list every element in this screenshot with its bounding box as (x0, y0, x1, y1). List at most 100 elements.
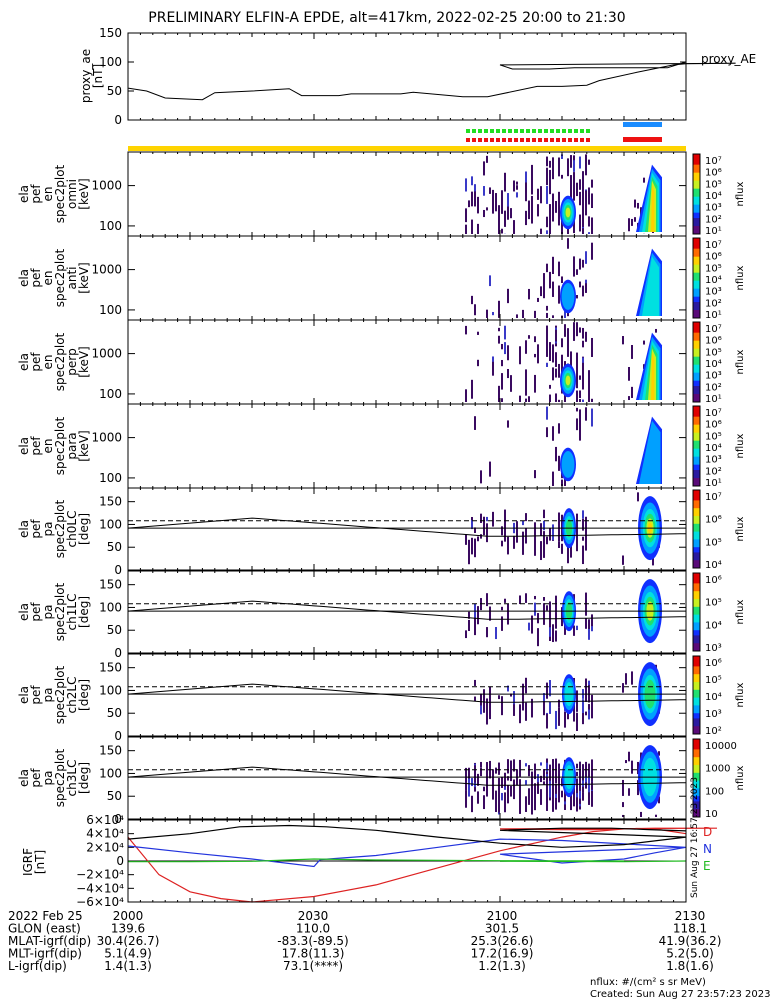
flux-pixel (498, 695, 500, 700)
colorbar-cell (693, 697, 700, 701)
colorbar-cell (693, 552, 700, 556)
pa-ytick-label: 50 (107, 789, 122, 803)
flux-pixel (622, 555, 624, 565)
flux-pixel (531, 209, 533, 224)
flux-pixel (558, 261, 560, 277)
footer-cell: 2000 (113, 909, 144, 923)
spec-ylabel-line-5: [keV] (77, 178, 91, 209)
flux-pixel (573, 172, 575, 190)
flux-pixel (531, 698, 533, 718)
flux-pixel (534, 353, 536, 358)
flux-pixel (573, 625, 575, 636)
spec-ylabel-line-2: en (41, 187, 55, 202)
flux-pixel (513, 220, 515, 234)
flux-pixel (477, 773, 479, 786)
spec-cbar-tick: 10⁷ (705, 324, 722, 335)
flux-pixel (567, 328, 569, 346)
spectrogram-frame (127, 235, 687, 321)
flux-pixel (513, 698, 515, 716)
spec-cbar-tick: 10⁴ (705, 275, 722, 286)
spec-ytick-label: 100 (99, 219, 122, 233)
flux-pixel (534, 310, 536, 318)
colorbar-cell (693, 228, 700, 232)
flux-pixel (643, 340, 645, 345)
flux-pixel (588, 680, 590, 686)
flux-pixel (585, 199, 587, 216)
flux-pixel (534, 763, 536, 780)
colorbar-cell (693, 338, 700, 342)
flux-pixel (552, 786, 554, 799)
colorbar-cell (693, 207, 700, 211)
flux-pixel (564, 795, 566, 799)
flux-pixel (507, 345, 509, 361)
flux-pixel (582, 786, 584, 793)
flux-pixel (579, 192, 581, 203)
colorbar-cell (693, 451, 700, 455)
science-zone-indicators (128, 122, 686, 151)
flux-pixel (582, 285, 584, 297)
colorbar-cell (693, 170, 700, 174)
flux-pixel (570, 158, 572, 162)
colorbar-cell (693, 721, 700, 725)
flux-pixel (504, 178, 506, 182)
footer-cell: 41.9(36.2) (659, 934, 722, 948)
flux-pixel (576, 793, 578, 798)
flux-pixel (637, 202, 639, 209)
colorbar-cell (693, 544, 700, 548)
flux-pixel (558, 192, 560, 207)
flux-pixel (622, 802, 624, 808)
flux-pixel (537, 774, 539, 790)
flux-pixel (480, 470, 482, 484)
colorbar-cell (693, 396, 700, 400)
flux-pixel (561, 621, 563, 627)
footer-cell: MLAT-igrf(dip) (8, 934, 91, 948)
flux-pixel (483, 689, 485, 706)
flux-pixel (585, 331, 587, 342)
green-dot (544, 129, 548, 133)
flux-pixel (516, 181, 518, 185)
flux-pixel (504, 342, 506, 355)
footer-cell: 1.2(1.3) (478, 959, 526, 973)
flux-pixel (546, 312, 548, 318)
flux-pixel (555, 612, 557, 629)
flux-pixel (549, 770, 551, 782)
flux-pixel (549, 384, 551, 389)
flux-pixel (588, 379, 590, 397)
flux-pixel (588, 789, 590, 805)
flux-pixel (510, 772, 512, 782)
colorbar-cell (693, 464, 700, 468)
flux-pixel (576, 693, 578, 712)
flux-pixel (540, 762, 542, 766)
flux-pixel (480, 761, 482, 768)
spec-ylabel-line-3: spec2plot (53, 248, 67, 307)
colorbar-cell (693, 448, 700, 452)
pa-ytick-label: 150 (99, 495, 122, 509)
flux-pixel (549, 271, 551, 289)
pa-ytick-label: 100 (99, 766, 122, 780)
flux-pixel (564, 324, 566, 337)
pa-ytick-label: 150 (99, 661, 122, 675)
flux-pixel (558, 541, 560, 548)
flux-pixel (501, 359, 503, 367)
flux-pixel (552, 471, 554, 486)
colorbar-cell (693, 475, 700, 479)
colorbar-cell (693, 408, 700, 412)
footer-cell: 2022 Feb 25 (8, 909, 83, 923)
colorbar-cell (693, 364, 700, 368)
red-dot (574, 138, 578, 142)
flux-pixel (507, 368, 509, 379)
flux-pixel (501, 343, 503, 350)
colorbar-cell (693, 356, 700, 360)
colorbar-cell (693, 674, 700, 678)
nflux-note: nflux: #/(cm² s sr MeV) (590, 977, 706, 988)
colorbar-cell (693, 708, 700, 712)
colorbar-cell (693, 689, 700, 693)
colorbar-cell (693, 315, 700, 319)
colorbar-cell (693, 695, 700, 699)
colorbar-cell (693, 291, 700, 295)
flux-pixel (555, 446, 557, 462)
flux-pixel (525, 210, 527, 226)
footer-cell: 2030 (298, 909, 329, 923)
